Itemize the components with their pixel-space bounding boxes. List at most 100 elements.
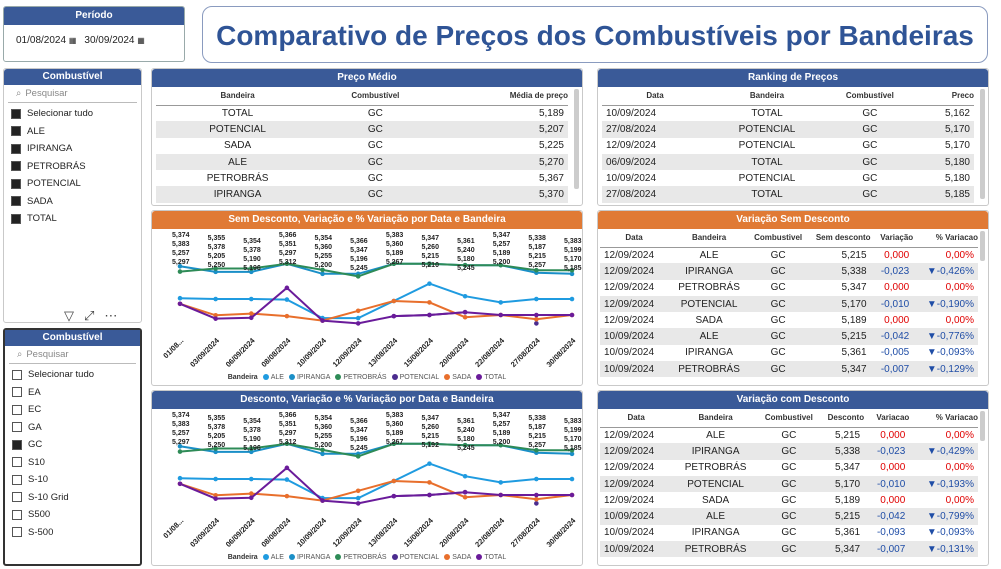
data-point[interactable]: [569, 447, 575, 453]
data-point[interactable]: [534, 476, 539, 482]
series-line-ale[interactable]: [179, 282, 572, 320]
slicer-option[interactable]: ALE: [4, 123, 141, 141]
data-point[interactable]: [427, 461, 432, 466]
data-point[interactable]: [320, 498, 325, 503]
table-row[interactable]: 10/09/2024 IPIRANGA GC 5,361 -0,093 ▼-0,093%: [600, 525, 978, 541]
legend-item[interactable]: TOTAL: [476, 374, 506, 381]
data-point[interactable]: [427, 261, 432, 267]
checkbox[interactable]: [11, 143, 21, 154]
legend-item[interactable]: ALE: [262, 554, 284, 561]
brand-search[interactable]: ⌕ Pesquisar: [8, 85, 137, 103]
data-point[interactable]: [534, 501, 539, 506]
data-point[interactable]: [248, 495, 254, 501]
data-point[interactable]: [177, 301, 183, 307]
table-row[interactable]: 10/09/2024 ALE GC 5,215 -0,042 ▼-0,776%: [600, 328, 978, 345]
data-point[interactable]: [248, 491, 254, 496]
column-header[interactable]: Bandeira: [672, 409, 759, 428]
legend-item[interactable]: PETROBRÁS: [335, 374, 387, 381]
table-row[interactable]: 10/09/2024 ALE GC 5,215 -0,042 ▼-0,799%: [600, 508, 978, 525]
data-point[interactable]: [248, 449, 254, 455]
data-point[interactable]: [248, 315, 254, 321]
data-point[interactable]: [177, 295, 183, 301]
table-row[interactable]: 12/09/2024 POTENCIAL GC 5,170 -0,010 ▼-0,190%: [600, 295, 978, 313]
filter-icon[interactable]: ▽: [64, 308, 74, 323]
legend-item[interactable]: POTENCIAL: [391, 374, 439, 381]
data-point[interactable]: [248, 269, 254, 275]
data-point[interactable]: [284, 313, 290, 319]
data-point[interactable]: [355, 315, 361, 321]
data-point[interactable]: [391, 493, 397, 499]
column-header[interactable]: Variacao: [864, 409, 910, 428]
slicer-option[interactable]: S-10 Grid: [5, 489, 140, 507]
checkbox[interactable]: [12, 387, 22, 398]
data-point[interactable]: [462, 293, 468, 299]
table-row[interactable]: 10/09/2024 PETROBRÁS GC 5,347 -0,007 ▼-0,131%: [600, 541, 978, 558]
data-point[interactable]: [498, 492, 504, 498]
data-point[interactable]: [355, 488, 361, 494]
column-header[interactable]: Preco: [913, 87, 974, 106]
data-point[interactable]: [213, 449, 218, 455]
calendar-icon[interactable]: ▦: [137, 36, 145, 45]
data-point[interactable]: [284, 297, 290, 302]
data-point[interactable]: [569, 451, 575, 457]
slicer-option[interactable]: Selecionar tudo: [4, 105, 141, 123]
slicer-option[interactable]: PETROBRÁS: [4, 158, 141, 176]
slicer-option[interactable]: EC: [5, 401, 140, 419]
table-row[interactable]: 12/09/2024 IPIRANGA GC 5,338 -0,023 ▼-0,429%: [600, 443, 978, 460]
more-options-icon[interactable]: ⋯: [104, 308, 118, 323]
column-header[interactable]: Variação: [870, 229, 914, 248]
table-row[interactable]: 12/09/2024 ALE GC 5,215 0,000 0,00%: [600, 427, 978, 443]
column-header[interactable]: Bandeira: [668, 229, 750, 248]
checkbox[interactable]: [12, 369, 22, 380]
data-point[interactable]: [534, 492, 539, 498]
series-line-total[interactable]: [179, 286, 572, 325]
legend-item[interactable]: ALE: [262, 374, 284, 381]
table-row[interactable]: 10/09/2024 POTENCIAL GC 5,180: [602, 170, 974, 186]
data-point[interactable]: [462, 494, 468, 500]
date-end-input[interactable]: 30/09/2024 ▦: [84, 35, 145, 46]
data-point[interactable]: [213, 266, 218, 271]
data-point[interactable]: [248, 266, 254, 271]
table-row[interactable]: 10/09/2024 IPIRANGA GC 5,361 -0,005 ▼-0,093%: [600, 345, 978, 361]
data-point[interactable]: [355, 501, 361, 506]
fuel-search[interactable]: ⌕ Pesquisar: [9, 346, 136, 364]
data-point[interactable]: [320, 267, 325, 273]
table-row[interactable]: IPIRANGA GC 5,370: [156, 186, 568, 203]
checkbox[interactable]: [12, 509, 22, 520]
checkbox[interactable]: [11, 196, 21, 207]
data-point[interactable]: [427, 312, 432, 318]
column-header[interactable]: Data: [602, 87, 708, 106]
data-point[interactable]: [498, 262, 504, 268]
legend-item[interactable]: PETROBRÁS: [335, 554, 387, 561]
data-point[interactable]: [177, 475, 183, 481]
column-header[interactable]: % Variacao: [913, 229, 978, 248]
data-point[interactable]: [391, 478, 397, 484]
legend-item[interactable]: SADA: [444, 374, 471, 381]
data-point[interactable]: [284, 477, 290, 482]
legend-item[interactable]: POTENCIAL: [391, 554, 439, 561]
data-point[interactable]: [462, 442, 468, 448]
scrollbar[interactable]: [980, 411, 985, 441]
data-point[interactable]: [569, 267, 575, 273]
data-point[interactable]: [569, 492, 575, 498]
column-header[interactable]: Média de preço: [431, 87, 568, 106]
column-header[interactable]: Sem desconto: [806, 229, 871, 248]
data-point[interactable]: [569, 296, 575, 302]
data-point[interactable]: [284, 465, 290, 471]
column-header[interactable]: Bandeira: [707, 87, 827, 106]
data-point[interactable]: [534, 496, 539, 502]
column-header[interactable]: Bandeira: [156, 87, 320, 106]
data-point[interactable]: [284, 493, 290, 499]
data-point[interactable]: [498, 312, 504, 318]
column-header[interactable]: Desconto: [818, 409, 865, 428]
table-row[interactable]: 27/08/2024 TOTAL GC 5,185: [602, 186, 974, 203]
data-point[interactable]: [427, 281, 432, 286]
series-line-petrobrás[interactable]: [179, 262, 572, 278]
data-point[interactable]: [320, 318, 325, 323]
data-point[interactable]: [569, 476, 575, 482]
data-point[interactable]: [355, 274, 361, 279]
data-point[interactable]: [534, 447, 539, 453]
slicer-option[interactable]: SADA: [4, 193, 141, 211]
data-point[interactable]: [177, 263, 183, 269]
slicer-option[interactable]: S-10: [5, 471, 140, 489]
